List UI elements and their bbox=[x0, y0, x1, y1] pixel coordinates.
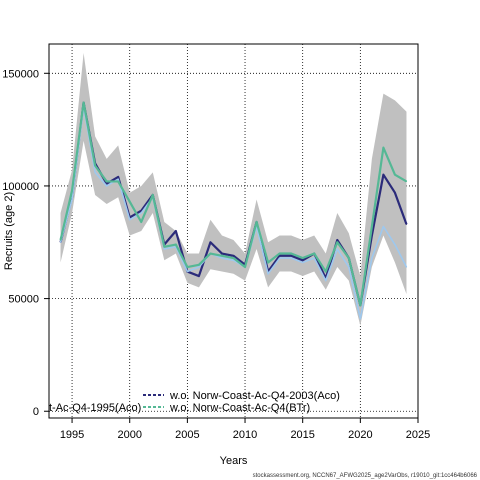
data-point bbox=[405, 180, 408, 183]
data-point bbox=[279, 257, 281, 259]
data-point bbox=[255, 221, 258, 223]
x-tick-label: 2025 bbox=[406, 429, 430, 441]
data-point bbox=[209, 241, 212, 243]
confidence-band-layer bbox=[60, 53, 407, 326]
data-point bbox=[117, 176, 119, 178]
data-point bbox=[394, 174, 396, 176]
data-point bbox=[290, 257, 292, 259]
data-point bbox=[336, 241, 338, 243]
data-point bbox=[405, 266, 408, 268]
data-point bbox=[359, 304, 361, 306]
data-point bbox=[302, 261, 304, 264]
data-point bbox=[382, 174, 385, 176]
data-point bbox=[106, 180, 108, 183]
data-point bbox=[313, 252, 315, 255]
data-point bbox=[59, 241, 62, 243]
data-point bbox=[129, 201, 131, 203]
axis-layer: 1995 2000 2005 2010 2015 2020 2025 0 50000 100000… bbox=[2, 68, 430, 441]
data-point bbox=[152, 194, 154, 196]
data-point bbox=[129, 219, 131, 221]
data-point bbox=[198, 266, 200, 268]
data-point bbox=[359, 318, 361, 320]
legend-item-label: t-Ac-Q4-1995(Aco) bbox=[49, 402, 141, 414]
data-point bbox=[117, 180, 119, 183]
data-point bbox=[175, 230, 177, 232]
data-point bbox=[221, 255, 223, 257]
plot-frame bbox=[48, 43, 419, 419]
data-point bbox=[94, 165, 96, 167]
data-point bbox=[394, 192, 396, 194]
legend: t-Ac-Q4-1995(Aco) w.o. Norw-Coast-Ac-Q4-… bbox=[49, 390, 340, 414]
legend-item-label: w.o. Norw-Coast-Ac-Q4-2003(Aco) bbox=[169, 390, 340, 402]
data-point bbox=[106, 185, 108, 187]
data-point bbox=[232, 257, 235, 259]
series-layer bbox=[59, 101, 408, 320]
data-point bbox=[232, 259, 235, 261]
data-point bbox=[71, 198, 73, 201]
data-point bbox=[302, 259, 304, 261]
footer-source: stockassessment.org, NCCN67_AFWG2025_age… bbox=[253, 473, 478, 479]
data-point bbox=[325, 279, 327, 282]
data-point bbox=[336, 248, 338, 250]
data-point bbox=[106, 183, 108, 185]
data-point bbox=[244, 266, 246, 268]
y-tick-label: 50000 bbox=[8, 294, 39, 306]
x-tick-label: 2020 bbox=[348, 429, 372, 441]
data-point bbox=[198, 264, 200, 266]
legend-item-label: w.o. Norw-Coast-Ac-Q4(BTr) bbox=[169, 402, 310, 414]
data-point bbox=[382, 225, 385, 228]
data-point bbox=[336, 239, 338, 241]
data-point bbox=[71, 189, 73, 192]
data-point bbox=[267, 273, 269, 275]
data-point bbox=[371, 257, 373, 259]
data-point bbox=[267, 261, 269, 264]
x-tick-label: 2005 bbox=[175, 429, 199, 441]
data-point bbox=[209, 252, 212, 255]
data-point bbox=[348, 266, 350, 268]
data-point bbox=[94, 171, 96, 174]
y-tick-label: 100000 bbox=[2, 181, 39, 193]
data-point bbox=[59, 239, 62, 241]
data-point bbox=[117, 178, 119, 180]
data-point bbox=[382, 147, 385, 149]
data-point bbox=[325, 270, 327, 273]
x-tick-label: 2000 bbox=[117, 429, 141, 441]
data-point bbox=[394, 243, 396, 246]
data-point bbox=[140, 212, 142, 214]
y-axis-title: Recruits (age 2) bbox=[3, 192, 15, 270]
data-point bbox=[405, 223, 408, 225]
x-tick-label: 2015 bbox=[290, 429, 314, 441]
data-point bbox=[198, 275, 200, 277]
confidence-band bbox=[60, 53, 407, 326]
data-point bbox=[279, 252, 281, 255]
data-point bbox=[279, 255, 281, 257]
data-point bbox=[186, 266, 188, 268]
data-point bbox=[82, 101, 85, 104]
data-point bbox=[221, 252, 223, 255]
x-tick-label: 1995 bbox=[60, 429, 84, 441]
data-point bbox=[313, 257, 315, 259]
x-tick-label: 2010 bbox=[233, 429, 257, 441]
data-point bbox=[221, 257, 223, 259]
data-point bbox=[290, 255, 292, 257]
data-point bbox=[348, 257, 350, 259]
data-point bbox=[290, 252, 292, 255]
data-point bbox=[163, 248, 165, 250]
y-tick-label: 150000 bbox=[2, 68, 39, 80]
data-point bbox=[163, 246, 165, 248]
data-point bbox=[186, 270, 188, 273]
data-point bbox=[175, 243, 177, 246]
y-tick-label: 0 bbox=[33, 406, 39, 418]
data-point bbox=[371, 225, 373, 228]
data-point bbox=[302, 257, 304, 259]
x-axis-title: Years bbox=[220, 455, 248, 467]
data-point bbox=[232, 255, 235, 257]
data-point bbox=[140, 221, 142, 223]
data-point bbox=[140, 210, 142, 212]
